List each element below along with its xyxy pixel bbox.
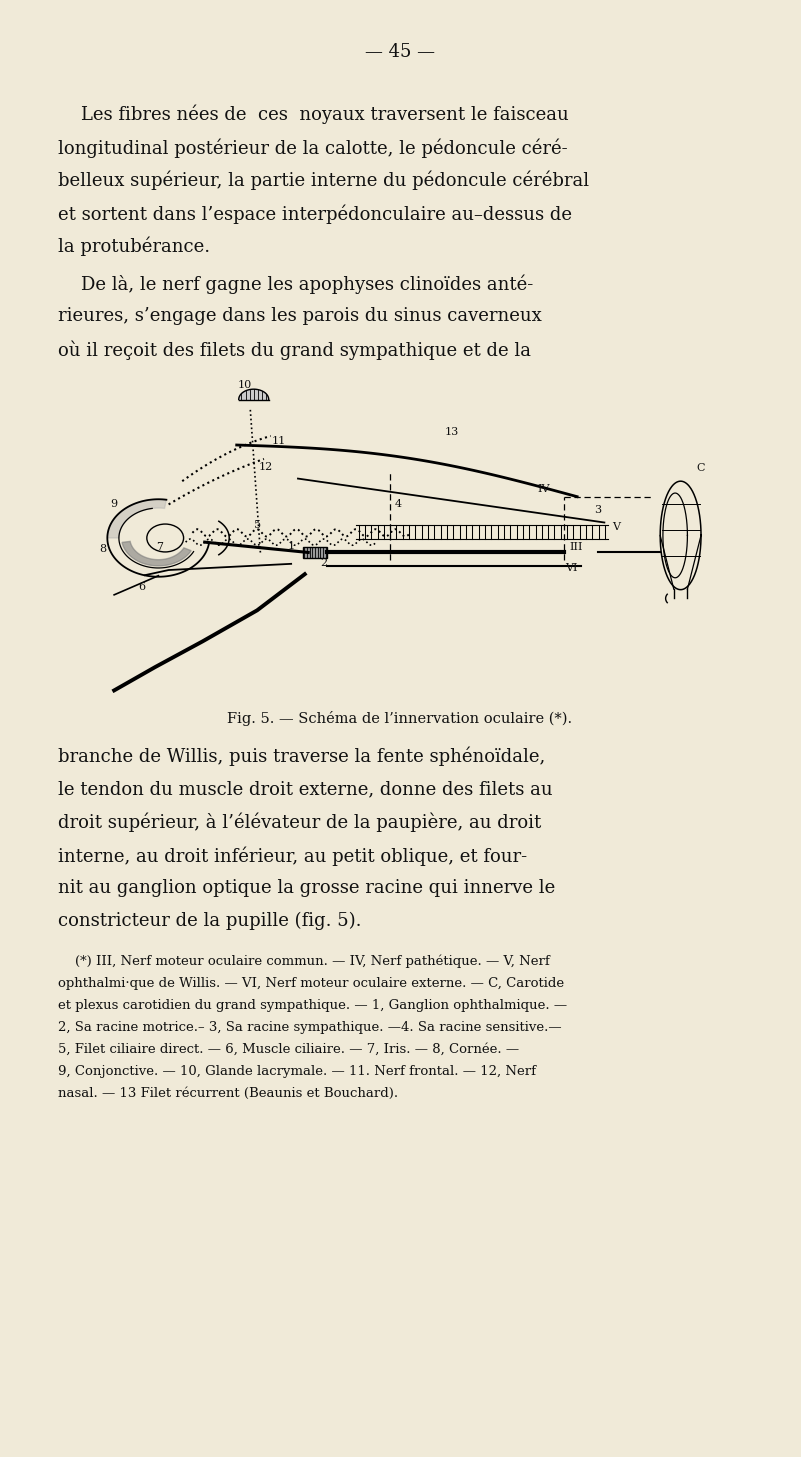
Text: C: C [696, 463, 705, 474]
Text: belleux supérieur, la partie interne du pédoncule cérébral: belleux supérieur, la partie interne du … [58, 170, 589, 191]
Text: longitudinal postérieur de la calotte, le pédoncule céré-: longitudinal postérieur de la calotte, l… [58, 138, 568, 157]
Text: 6: 6 [138, 583, 145, 592]
Text: 9, Conjonctive. — 10, Glande lacrymale. — 11. Nerf frontal. — 12, Nerf: 9, Conjonctive. — 10, Glande lacrymale. … [58, 1065, 536, 1078]
Text: constricteur de la pupille (fig. 5).: constricteur de la pupille (fig. 5). [58, 912, 361, 930]
FancyBboxPatch shape [303, 548, 327, 558]
Text: 12: 12 [259, 462, 272, 472]
Text: 4: 4 [395, 500, 402, 510]
Text: et sortent dans l’espace interpédonculaire au–dessus de: et sortent dans l’espace interpédonculai… [58, 204, 572, 223]
Text: 10: 10 [238, 380, 252, 389]
Text: III: III [569, 542, 582, 552]
Text: rieures, s’engage dans les parois du sinus caverneux: rieures, s’engage dans les parois du sin… [58, 307, 541, 325]
Text: 9: 9 [111, 500, 118, 510]
Text: branche de Willis, puis traverse la fente sphénoïdale,: branche de Willis, puis traverse la fent… [58, 747, 545, 766]
Text: IV: IV [537, 484, 550, 494]
Text: nasal. — 13 Filet récurrent (Beaunis et Bouchard).: nasal. — 13 Filet récurrent (Beaunis et … [58, 1087, 398, 1100]
Polygon shape [122, 542, 191, 565]
Text: où il reçoit des filets du grand sympathique et de la: où il reçoit des filets du grand sympath… [58, 339, 531, 360]
Text: la protubérance.: la protubérance. [58, 237, 210, 256]
Text: 2: 2 [320, 558, 327, 568]
Text: 2, Sa racine motrice.– 3, Sa racine sympathique. —4. Sa racine sensitive.—: 2, Sa racine motrice.– 3, Sa racine symp… [58, 1021, 562, 1034]
Text: Fig. 5. — Schéma de l’innervation oculaire (*).: Fig. 5. — Schéma de l’innervation oculai… [227, 711, 573, 726]
Text: interne, au droit inférieur, au petit oblique, et four-: interne, au droit inférieur, au petit ob… [58, 847, 527, 865]
Text: 11: 11 [272, 436, 286, 446]
Text: ophthalmi·que de Willis. — VI, Nerf moteur oculaire externe. — C, Carotide: ophthalmi·que de Willis. — VI, Nerf mote… [58, 978, 564, 989]
Text: le tendon du muscle droit externe, donne des filets au: le tendon du muscle droit externe, donne… [58, 779, 553, 798]
Text: 1: 1 [288, 541, 295, 551]
Text: Les fibres nées de  ces  noyaux traversent le faisceau: Les fibres nées de ces noyaux traversent… [58, 105, 569, 124]
Text: (*) III, Nerf moteur oculaire commun. — IV, Nerf pathétique. — V, Nerf: (*) III, Nerf moteur oculaire commun. — … [58, 954, 549, 969]
Text: 3: 3 [594, 504, 602, 514]
Text: De là, le nerf gagne les apophyses clinoïdes anté-: De là, le nerf gagne les apophyses clino… [58, 274, 533, 293]
Text: — 45 —: — 45 — [365, 44, 435, 61]
Text: droit supérieur, à l’élévateur de la paupière, au droit: droit supérieur, à l’élévateur de la pau… [58, 813, 541, 832]
Polygon shape [107, 500, 167, 538]
Text: V: V [613, 522, 621, 532]
Text: 5: 5 [254, 520, 261, 530]
Text: 8: 8 [99, 545, 106, 554]
Text: et plexus carotidien du grand sympathique. — 1, Ganglion ophthalmique. —: et plexus carotidien du grand sympathiqu… [58, 1000, 567, 1013]
Text: 5, Filet ciliaire direct. — 6, Muscle ciliaire. — 7, Iris. — 8, Cornée. —: 5, Filet ciliaire direct. — 6, Muscle ci… [58, 1043, 519, 1056]
Text: 13: 13 [445, 427, 459, 437]
Polygon shape [239, 389, 268, 399]
Text: VI: VI [565, 562, 578, 573]
Text: nit au ganglion optique la grosse racine qui innerve le: nit au ganglion optique la grosse racine… [58, 879, 555, 898]
Text: 7: 7 [156, 542, 163, 552]
